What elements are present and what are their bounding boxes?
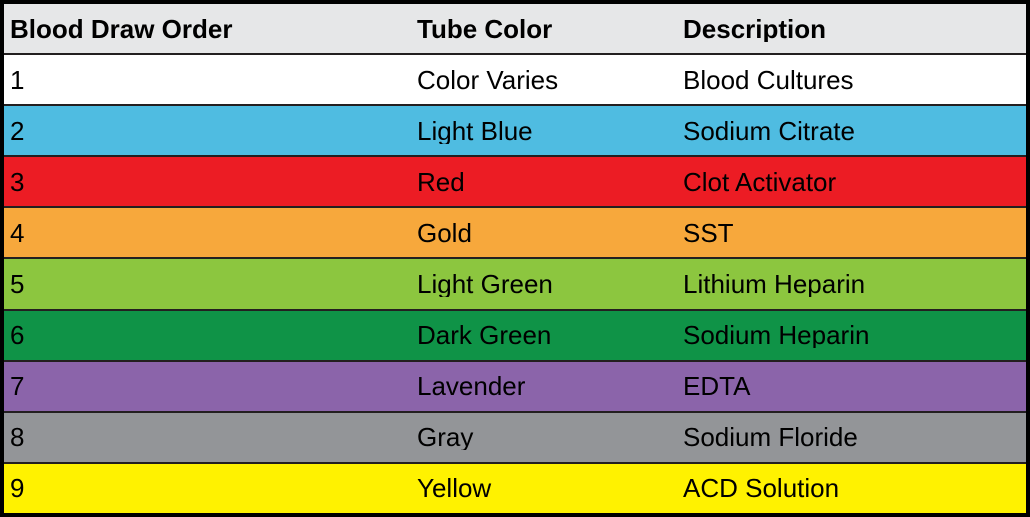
cell-order: 4 [10, 219, 25, 246]
table-row: 6 Dark Green Sodium Heparin [4, 310, 1026, 362]
cell-tube-color: Gold [417, 219, 472, 246]
cell-description: Blood Cultures [683, 66, 854, 93]
cell-tube-color: Yellow [417, 475, 492, 502]
table-row: 3 Red Clot Activator [4, 157, 1026, 209]
cell-tube-color: Gray [417, 424, 474, 451]
column-header-tube-color: Tube Color [417, 15, 553, 42]
cell-description: EDTA [683, 373, 751, 400]
cell-description: Sodium Heparin [683, 322, 870, 349]
cell-tube-color: Color Varies [417, 66, 559, 93]
cell-tube-color: Light Green [417, 271, 553, 298]
table-row: 1 Color Varies Blood Cultures [4, 55, 1026, 107]
cell-tube-color: Light Blue [417, 117, 533, 144]
column-header-description: Description [683, 15, 827, 42]
cell-tube-color: Dark Green [417, 322, 552, 349]
cell-order: 6 [10, 322, 25, 349]
cell-description: Clot Activator [683, 168, 837, 195]
cell-order: 3 [10, 168, 25, 195]
cell-order: 8 [10, 424, 25, 451]
cell-order: 1 [10, 66, 25, 93]
table-header-row: Blood Draw Order Tube Color Description [4, 4, 1026, 56]
cell-order: 7 [10, 373, 25, 400]
table-row: 5 Light Green Lithium Heparin [4, 259, 1026, 311]
cell-tube-color: Red [417, 168, 465, 195]
table-row: 4 Gold SST [4, 208, 1026, 260]
cell-description: Sodium Floride [683, 424, 858, 451]
table-row: 7 Lavender EDTA [4, 361, 1026, 413]
cell-tube-color: Lavender [417, 373, 526, 400]
cell-description: SST [683, 219, 734, 246]
cell-order: 2 [10, 117, 25, 144]
table-row: 2 Light Blue Sodium Citrate [4, 106, 1026, 158]
table-row: 8 Gray Sodium Floride [4, 412, 1026, 464]
cell-description: Sodium Citrate [683, 117, 855, 144]
cell-description: ACD Solution [683, 475, 840, 502]
cell-order: 9 [10, 475, 25, 502]
column-header-blood-draw-order: Blood Draw Order [10, 15, 233, 42]
cell-description: Lithium Heparin [683, 271, 866, 298]
table-row: 9 Yellow ACD Solution [4, 463, 1026, 513]
cell-order: 5 [10, 271, 25, 298]
